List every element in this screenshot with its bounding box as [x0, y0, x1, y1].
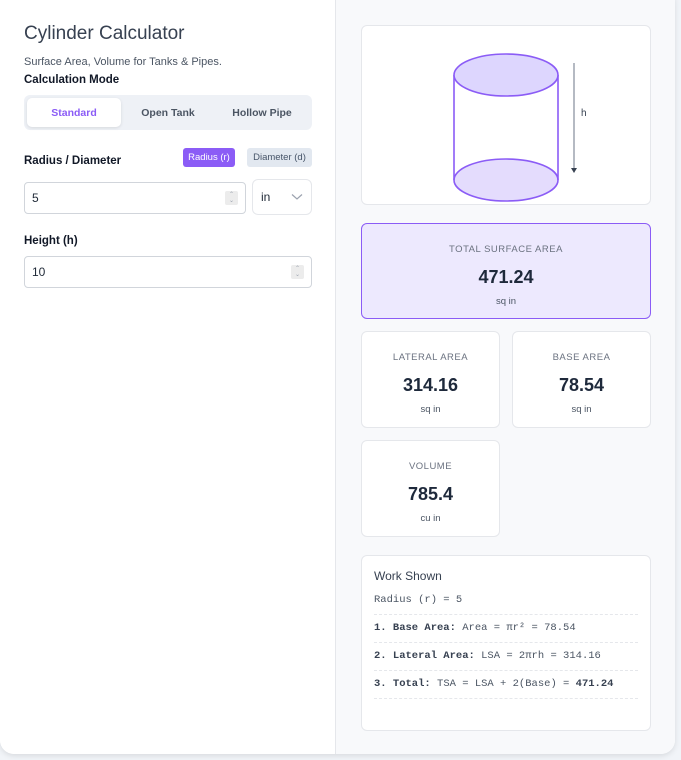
number-stepper-icon[interactable]: ⌃ ⌄	[225, 191, 238, 205]
diameter-toggle-button[interactable]: Diameter (d)	[247, 148, 312, 167]
work-line-radius: Radius (r) = 5	[374, 587, 638, 615]
work-total-result: 471.24	[575, 678, 614, 690]
page-subtitle: Surface Area, Volume for Tanks & Pipes.	[24, 56, 222, 68]
height-input[interactable]: 10 ⌃ ⌄	[24, 256, 312, 288]
work-line-lateral-area: 2. Lateral Area: LSA = 2πrh = 314.16	[374, 643, 638, 671]
radius-diameter-label: Radius / Diameter	[24, 155, 122, 167]
work-shown-card: Work Shown Radius (r) = 5 1. Base Area: …	[361, 555, 651, 731]
radius-toggle-button[interactable]: Radius (r)	[183, 148, 235, 167]
work-step-label: 2. Lateral Area:	[374, 650, 475, 662]
height-label: Height (h)	[24, 235, 78, 247]
base-area-card: BASE AREA 78.54 sq in	[512, 331, 651, 428]
base-area-unit: sq in	[571, 404, 592, 415]
total-surface-area-card: TOTAL SURFACE AREA 471.24 sq in	[361, 223, 651, 319]
radius-input[interactable]: 5 ⌃ ⌄	[24, 182, 246, 214]
results-panel: h TOTAL SURFACE AREA 471.24 sq in LATERA…	[336, 0, 675, 754]
radius-value: 5	[32, 191, 39, 205]
total-surface-area-value: 471.24	[478, 267, 534, 287]
volume-value: 785.4	[407, 484, 454, 504]
unit-select[interactable]: in	[252, 179, 312, 215]
mode-open-tank-button[interactable]: Open Tank	[141, 106, 195, 119]
mode-standard-button[interactable]: Standard	[27, 98, 121, 127]
page-title: Cylinder Calculator	[24, 23, 185, 44]
height-value: 10	[32, 265, 46, 279]
cylinder-diagram-card: h	[361, 25, 651, 205]
work-step-label: 1. Base Area:	[374, 622, 456, 634]
work-line-text: LSA = 2πrh = 314.16	[474, 650, 601, 662]
lateral-area-label: LATERAL AREA	[392, 352, 469, 363]
number-stepper-icon[interactable]: ⌃ ⌄	[291, 265, 304, 279]
work-shown-title: Work Shown	[374, 569, 442, 583]
work-line-text: TSA = LSA + 2(Base) =	[430, 678, 576, 690]
cylinder-diagram: h	[453, 53, 587, 202]
height-dimension-label: h	[581, 108, 587, 119]
total-surface-area-label: TOTAL SURFACE AREA	[449, 244, 563, 255]
mode-hollow-pipe-button[interactable]: Hollow Pipe	[232, 106, 292, 119]
base-area-value: 78.54	[558, 375, 605, 395]
base-area-label: BASE AREA	[552, 352, 611, 363]
work-line-base-area: 1. Base Area: Area = πr² = 78.54	[374, 615, 638, 643]
work-step-label: 3. Total:	[374, 678, 431, 690]
lateral-area-unit: sq in	[420, 404, 441, 415]
calculation-mode-segmented-control: Standard Open Tank Hollow Pipe	[24, 95, 312, 130]
chevron-down-icon	[291, 194, 303, 200]
lateral-area-value: 314.16	[402, 375, 459, 395]
calculation-mode-label: Calculation Mode	[24, 74, 120, 86]
volume-unit: cu in	[420, 513, 441, 524]
work-line-total: 3. Total: TSA = LSA + 2(Base) = 471.24	[374, 671, 638, 699]
volume-card: VOLUME 785.4 cu in	[361, 440, 500, 537]
volume-label: VOLUME	[408, 461, 453, 472]
lateral-area-card: LATERAL AREA 314.16 sq in	[361, 331, 500, 428]
unit-select-value: in	[261, 190, 271, 204]
total-surface-area-unit: sq in	[495, 296, 517, 307]
work-line-text: Radius (r) = 5	[374, 594, 463, 606]
input-panel: Cylinder Calculator Surface Area, Volume…	[0, 0, 336, 754]
work-line-text: Area = πr² = 78.54	[455, 622, 576, 634]
